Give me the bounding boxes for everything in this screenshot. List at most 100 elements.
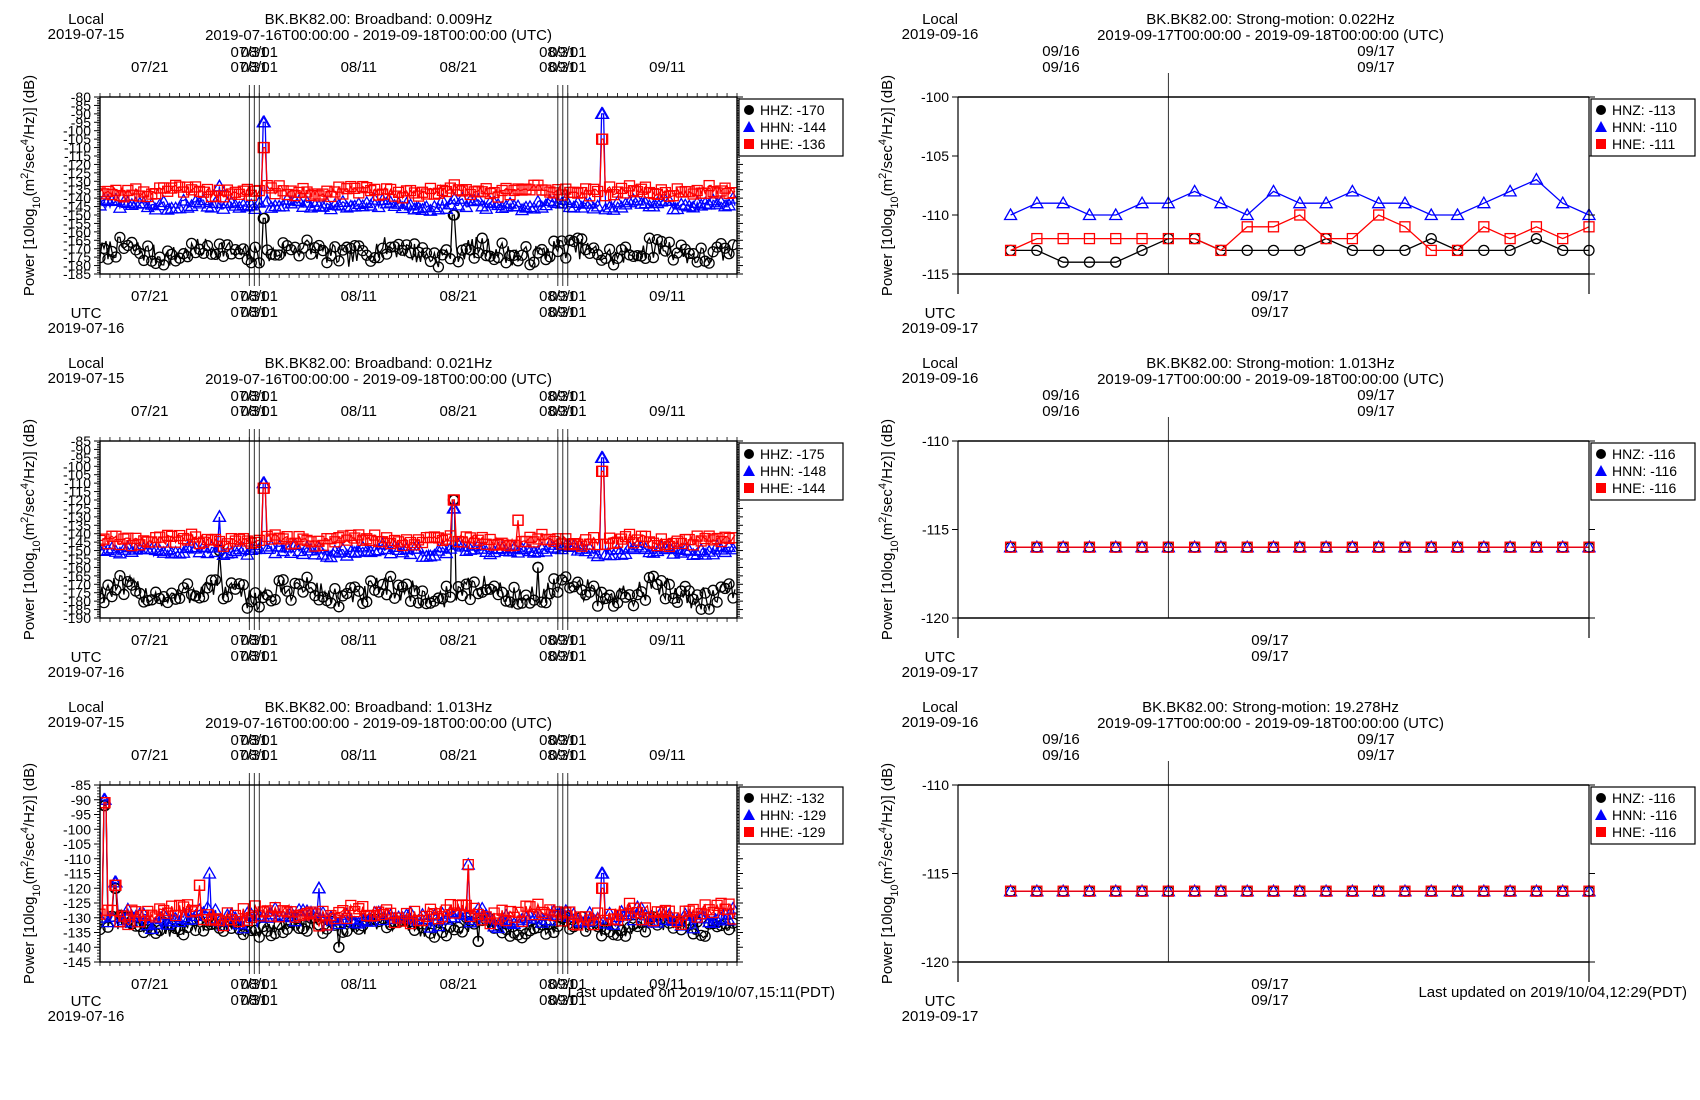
chart-subtitle: 2019-09-17T00:00:00 - 2019-09-18T00:00:0… — [1097, 27, 1444, 44]
bottom-tick-label: 08/11 — [341, 632, 377, 649]
top-tick-label-2: 08/01 — [240, 403, 278, 420]
y-tick-label: -105 — [63, 836, 91, 852]
utc-start-date: 2019-07-16 — [48, 320, 125, 337]
legend-marker-hnz — [1596, 105, 1606, 115]
local-start-date: 2019-09-16 — [902, 370, 979, 387]
bottom-tick-label: 08/11 — [341, 288, 377, 305]
bottom-tick-label-2: 09/01 — [549, 648, 587, 665]
data-point-hnn — [1425, 209, 1437, 220]
top-tick-label: 09/17 — [1357, 43, 1395, 60]
y-tick-label: -110 — [922, 777, 949, 793]
top-tick-label-2: 09/01 — [549, 59, 587, 76]
legend-label-hnz: HNZ: -113 — [1612, 102, 1676, 118]
y-tick-label: -115 — [922, 266, 949, 282]
utc-start-date: 2019-09-17 — [902, 1008, 979, 1025]
chart-1: BK.BK82.00: Broadband: 0.021Hz 2019-07-16… — [19, 355, 843, 681]
y-axis-label: Power [10log10(m2/sec4/Hz)] (dB)Power [1… — [19, 419, 43, 640]
y-tick-label: -110 — [64, 851, 91, 867]
legend-marker-hnz — [1596, 793, 1606, 803]
bottom-tick-label: 08/01 — [240, 632, 278, 649]
y-tick-label: -135 — [63, 925, 91, 941]
chart-4: BK.BK82.00: Strong-motion: 1.013Hz2019-0… — [877, 355, 1695, 681]
legend-label-hhe: HHE: -129 — [760, 824, 826, 840]
bottom-tick-label-2: 09/01 — [549, 304, 587, 321]
top-tick-label: 08/21 — [440, 747, 478, 764]
bottom-tick-label-2: 08/01 — [240, 304, 278, 321]
last-updated-label: Last updated on 2019/10/07,15:11(PDT) — [568, 984, 835, 1001]
y-tick-label: -115 — [922, 866, 949, 882]
y-tick-label: -115 — [922, 522, 949, 538]
bottom-tick-label: 09/17 — [1251, 288, 1289, 305]
chart-5: BK.BK82.00: Strong-motion: 19.278Hz2019-… — [877, 699, 1695, 1025]
bottom-tick-label: 08/01 — [240, 976, 278, 993]
legend-marker-hhz — [744, 449, 754, 459]
y-tick-label: -120 — [63, 880, 91, 896]
legend-label-hhn: HHN: -148 — [760, 463, 826, 479]
top-tick-label-2: 09/01 — [549, 403, 587, 420]
bottom-tick-label: 08/21 — [440, 632, 478, 649]
y-tick-label: -185 — [63, 266, 91, 282]
top-tick-label: 07/21 — [131, 747, 169, 764]
data-point-hnn — [1215, 197, 1227, 208]
data-point-hnn — [1294, 197, 1306, 208]
bottom-tick-label-2: 09/17 — [1251, 648, 1289, 665]
data-point-hnn — [1110, 209, 1122, 220]
local-start-date: 2019-07-15 — [48, 714, 125, 731]
bottom-tick-label-2: 08/01 — [240, 648, 278, 665]
legend-label-hnn: HNN: -110 — [1612, 119, 1677, 135]
legend-label-hhn: HHN: -144 — [760, 119, 826, 135]
top-tick-label: 08/21 — [440, 59, 478, 76]
data-point-hnn — [1057, 197, 1069, 208]
top-tick-label: 09/11 — [649, 747, 685, 764]
y-tick-label: -120 — [921, 610, 949, 626]
legend-marker-hhe — [744, 483, 754, 493]
data-point-hnn — [1399, 197, 1411, 208]
y-tick-label: -115 — [64, 866, 91, 882]
legend-marker-hnz — [1596, 449, 1606, 459]
chart-0: BK.BK82.00: Broadband: 0.009Hz2019-07-16… — [19, 11, 843, 337]
y-tick-label: -90 — [71, 792, 91, 808]
y-tick-label: -145 — [63, 954, 91, 970]
top-tick-label: 07/21 — [131, 59, 169, 76]
legend-label-hhn: HHN: -129 — [760, 807, 826, 823]
chart-title: BK.BK82.00: Broadband: 1.013Hz — [265, 699, 493, 716]
legend-marker-hne — [1596, 139, 1606, 149]
bottom-tick-label: 07/21 — [131, 288, 169, 305]
top-tick-label-2: 09/17 — [1357, 59, 1395, 76]
y-tick-label: -140 — [63, 939, 91, 955]
top-tick-label: 09/11 — [649, 59, 685, 76]
legend-label-hhz: HHZ: -132 — [760, 790, 825, 806]
legend-label-hnz: HNZ: -116 — [1612, 790, 1676, 806]
y-tick-label: -120 — [921, 954, 949, 970]
chart-title: BK.BK82.00: Broadband: 0.021Hz — [265, 355, 493, 372]
utc-start-date: 2019-07-16 — [48, 664, 125, 681]
utc-start-date: 2019-09-17 — [902, 664, 979, 681]
legend-marker-hne — [1596, 827, 1606, 837]
legend-label-hhz: HHZ: -175 — [760, 446, 825, 462]
local-start-date: 2019-09-16 — [902, 714, 979, 731]
legend-marker-hne — [1596, 483, 1606, 493]
data-point-hnn — [1320, 197, 1332, 208]
legend-label-hnn: HNN: -116 — [1612, 807, 1677, 823]
last-updated-label: Last updated on 2019/10/04,12:29(PDT) — [1418, 984, 1687, 1001]
top-tick-label: 08/21 — [440, 403, 478, 420]
y-tick-label: -190 — [63, 610, 91, 626]
psd-figure: BK.BK82.00: Broadband: 0.009Hz2019-07-16… — [0, 0, 1700, 1100]
top-tick-label: 09/17 — [1357, 387, 1395, 404]
bottom-tick-label: 09/01 — [549, 632, 587, 649]
utc-start-date: 2019-07-16 — [48, 1008, 125, 1025]
chart-3: BK.BK82.00: Strong-motion: 0.022Hz2019-0… — [877, 11, 1695, 337]
top-tick-label-2: 09/16 — [1042, 59, 1080, 76]
legend-label-hnz: HNZ: -116 — [1612, 446, 1676, 462]
legend-label-hhz: HHZ: -170 — [760, 102, 825, 118]
local-start-date: 2019-07-15 — [48, 26, 125, 43]
data-point-hnn — [1083, 209, 1095, 220]
legend-label-hne: HNE: -111 — [1612, 136, 1675, 152]
chart-subtitle: 2019-09-17T00:00:00 - 2019-09-18T00:00:0… — [1097, 371, 1444, 388]
data-point-hnn — [1452, 209, 1464, 220]
bottom-tick-label: 09/01 — [549, 288, 587, 305]
bottom-tick-label: 09/11 — [649, 632, 685, 649]
plot-area — [94, 108, 739, 272]
top-tick-label: 08/11 — [341, 747, 377, 764]
top-tick-label: 09/11 — [649, 403, 685, 420]
